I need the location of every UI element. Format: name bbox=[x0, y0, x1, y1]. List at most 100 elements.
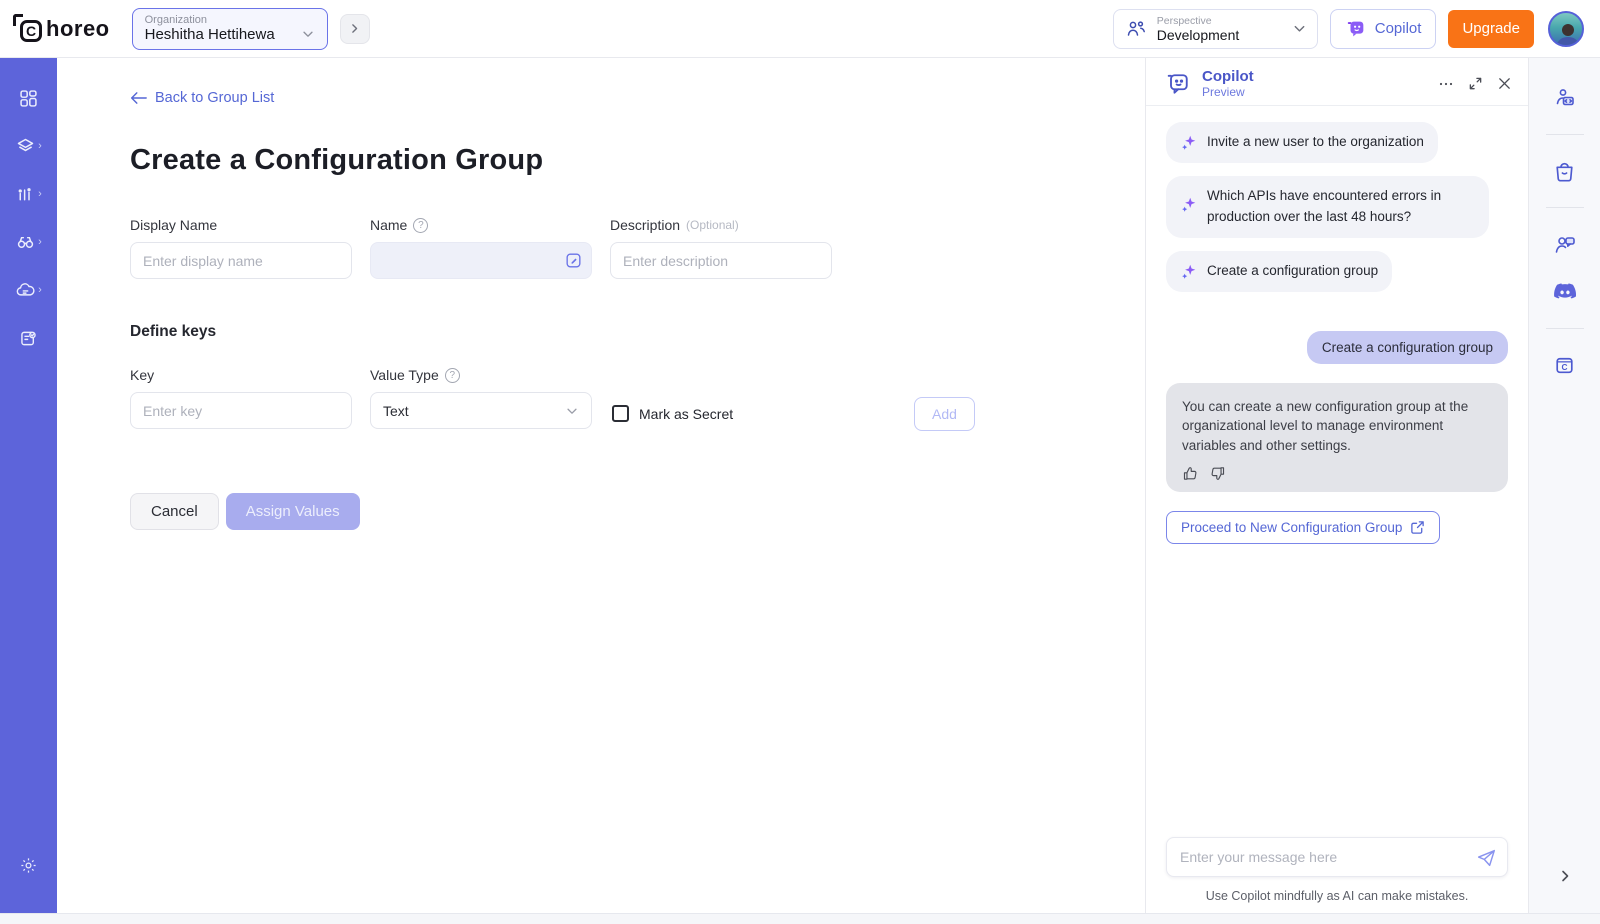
sidebar-item-settings[interactable] bbox=[0, 841, 57, 889]
rail-item-support[interactable] bbox=[1545, 224, 1585, 264]
form-check-icon bbox=[18, 328, 39, 349]
developer-code-icon bbox=[1552, 85, 1578, 111]
name-input-disabled bbox=[370, 242, 592, 279]
copilot-suggestion-chip[interactable]: Create a configuration group bbox=[1166, 250, 1393, 292]
sidebar-item-components[interactable]: › bbox=[0, 122, 57, 170]
rail-item-developer[interactable] bbox=[1545, 78, 1585, 118]
external-link-icon bbox=[1410, 520, 1425, 535]
value-type-selected: Text bbox=[383, 402, 409, 419]
expand-icon[interactable] bbox=[1468, 76, 1483, 91]
description-input[interactable] bbox=[610, 242, 832, 279]
collapse-rail-button[interactable] bbox=[1557, 868, 1573, 889]
svg-text:C: C bbox=[1561, 361, 1567, 371]
user-chat-message: Create a configuration group bbox=[1306, 330, 1508, 364]
organization-label: Organization bbox=[144, 13, 207, 26]
copilot-suggestion-chip[interactable]: Invite a new user to the organization bbox=[1166, 122, 1438, 163]
rail-item-marketplace[interactable] bbox=[1545, 151, 1585, 191]
cloud-deploy-icon bbox=[15, 280, 36, 301]
sparkle-icon bbox=[1180, 196, 1197, 213]
copilot-panel: Copilot Preview bbox=[1145, 58, 1528, 913]
cancel-button[interactable]: Cancel bbox=[130, 493, 219, 530]
perspective-selector[interactable]: Perspective Development bbox=[1112, 8, 1318, 49]
choreo-logo: C horeo bbox=[13, 13, 110, 44]
rail-divider bbox=[1545, 207, 1584, 208]
copilot-preview-badge: Preview bbox=[1202, 85, 1245, 100]
name-help-icon[interactable]: ? bbox=[413, 217, 429, 233]
proceed-to-config-group-button[interactable]: Proceed to New Configuration Group bbox=[1166, 511, 1441, 545]
logo-text: horeo bbox=[46, 15, 110, 41]
mark-as-secret-field: Mark as Secret bbox=[612, 405, 733, 422]
chevron-right-icon: › bbox=[38, 283, 42, 296]
main-content: Back to Group List Create a Configuratio… bbox=[57, 58, 1145, 913]
assign-values-button[interactable]: Assign Values bbox=[225, 493, 360, 530]
rail-item-docs[interactable]: C bbox=[1545, 345, 1585, 385]
sidebar-item-dashboard[interactable] bbox=[0, 74, 57, 122]
choreo-logo-icon: C bbox=[13, 13, 46, 44]
logo-letter: C bbox=[20, 19, 42, 42]
dashboard-grid-icon bbox=[18, 88, 39, 109]
bar-chart-icon bbox=[15, 184, 36, 205]
thumbs-up-icon[interactable] bbox=[1182, 465, 1199, 482]
copilot-panel-header: Copilot Preview bbox=[1146, 58, 1528, 106]
sparkle-icon bbox=[1180, 134, 1197, 151]
sparkle-icon bbox=[1180, 263, 1197, 280]
copilot-disclaimer: Use Copilot mindfully as AI can make mis… bbox=[1205, 889, 1469, 903]
key-field: Key bbox=[130, 367, 352, 429]
name-label: Name bbox=[370, 217, 408, 233]
display-name-label: Display Name bbox=[130, 217, 218, 233]
value-type-help-icon[interactable]: ? bbox=[444, 367, 460, 383]
copilot-bot-icon bbox=[1164, 70, 1192, 98]
thumbs-down-icon[interactable] bbox=[1209, 465, 1226, 482]
mark-as-secret-checkbox[interactable] bbox=[612, 405, 629, 422]
description-label: Description bbox=[610, 217, 681, 233]
copilot-toggle-button[interactable]: Copilot bbox=[1329, 8, 1437, 49]
key-input[interactable] bbox=[130, 392, 352, 429]
perspective-label: Perspective bbox=[1156, 14, 1212, 27]
define-keys-title: Define keys bbox=[130, 323, 217, 340]
upgrade-button[interactable]: Upgrade bbox=[1448, 9, 1534, 48]
sidebar-item-observability[interactable]: › bbox=[0, 218, 57, 266]
copilot-chat-area: Invite a new user to the organization Wh… bbox=[1146, 106, 1528, 837]
display-name-input[interactable] bbox=[130, 242, 352, 279]
left-sidebar: › › › › bbox=[0, 58, 57, 913]
discord-icon bbox=[1552, 279, 1578, 305]
sidebar-item-deploy[interactable]: › bbox=[0, 266, 57, 314]
binoculars-icon bbox=[15, 232, 36, 253]
perspective-value: Development bbox=[1156, 26, 1240, 43]
sidebar-item-governance[interactable] bbox=[0, 314, 57, 362]
chevron-down-icon bbox=[301, 27, 315, 41]
key-label: Key bbox=[130, 367, 155, 383]
assistant-chat-message: You can create a new configuration group… bbox=[1166, 382, 1508, 493]
chevron-right-icon: › bbox=[38, 187, 42, 200]
rail-divider bbox=[1545, 134, 1584, 135]
add-key-button[interactable]: Add bbox=[914, 397, 975, 431]
top-header: C horeo Organization Heshitha Hettihewa bbox=[0, 0, 1600, 58]
organization-selector[interactable]: Organization Heshitha Hettihewa bbox=[131, 7, 328, 50]
description-field: Description (Optional) bbox=[610, 217, 832, 279]
layers-icon bbox=[15, 136, 36, 157]
chevron-right-icon: › bbox=[38, 139, 42, 152]
send-message-icon[interactable] bbox=[1475, 847, 1497, 869]
rail-item-discord[interactable] bbox=[1545, 272, 1585, 312]
more-options-icon[interactable] bbox=[1438, 76, 1454, 92]
organization-value: Heshitha Hettihewa bbox=[144, 25, 275, 43]
back-to-group-list-link[interactable]: Back to Group List bbox=[130, 90, 274, 106]
support-chat-icon bbox=[1552, 231, 1578, 257]
value-type-field: Value Type ? Text bbox=[370, 367, 592, 429]
edit-name-icon[interactable] bbox=[564, 251, 583, 270]
close-icon[interactable] bbox=[1497, 76, 1512, 91]
copilot-suggestion-chip[interactable]: Which APIs have encountered errors in pr… bbox=[1166, 175, 1489, 238]
bottom-strip bbox=[0, 913, 1600, 924]
org-next-button[interactable] bbox=[339, 13, 370, 44]
value-type-select[interactable]: Text bbox=[370, 392, 592, 429]
copilot-bot-icon bbox=[1345, 18, 1367, 40]
chevron-down-icon bbox=[565, 404, 579, 418]
docs-c-icon: C bbox=[1552, 353, 1577, 378]
marketplace-bag-icon bbox=[1552, 159, 1577, 184]
copilot-message-input[interactable] bbox=[1167, 849, 1507, 865]
sidebar-item-insights[interactable]: › bbox=[0, 170, 57, 218]
copilot-button-label: Copilot bbox=[1374, 20, 1422, 37]
settings-gear-icon bbox=[19, 856, 38, 875]
user-avatar[interactable] bbox=[1548, 10, 1584, 47]
